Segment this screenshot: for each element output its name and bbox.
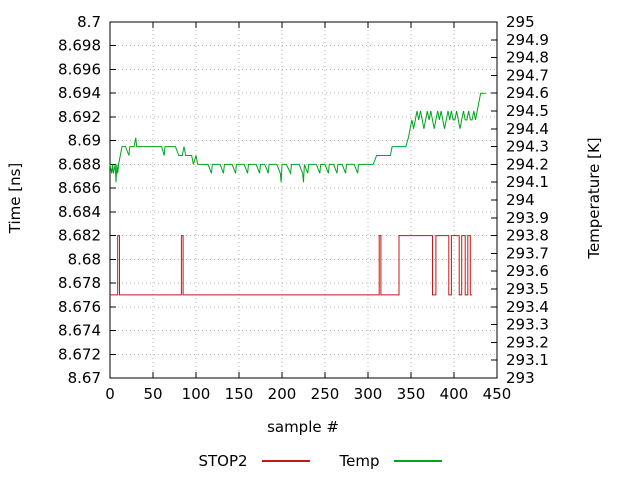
y-axis-label-right: Temperature [K]	[585, 137, 603, 259]
x-tick-label: 350	[397, 385, 426, 403]
y-right-tick-label: 294.4	[506, 120, 549, 138]
y-left-tick-label: 8.682	[58, 227, 101, 245]
y-left-tick-label: 8.678	[58, 274, 101, 292]
legend-label-stop2: STOP2	[198, 452, 248, 470]
y-left-tick-label: 8.672	[58, 345, 101, 363]
x-tick-label: 450	[483, 385, 512, 403]
y-left-tick-label: 8.696	[58, 60, 101, 78]
y-right-tick-label: 294.9	[506, 31, 549, 49]
y-right-tick-label: 293.1	[506, 351, 549, 369]
series-line-stop2	[110, 235, 473, 296]
x-tick-label: 50	[143, 385, 162, 403]
y-left-tick-label: 8.674	[58, 322, 101, 340]
y-right-tick-label: 294.3	[506, 138, 549, 156]
y-left-tick-label: 8.684	[58, 203, 101, 221]
y-right-tick-label: 294.8	[506, 49, 549, 67]
legend-label-temp: Temp	[339, 452, 380, 470]
y-right-tick-label: 294	[506, 191, 535, 209]
y-right-tick-label: 293.7	[506, 244, 549, 262]
y-right-tick-label: 293.6	[506, 262, 549, 280]
y-left-tick-label: 8.67	[68, 369, 101, 387]
y-right-tick-label: 293.9	[506, 209, 549, 227]
y-left-tick-label: 8.676	[58, 298, 101, 316]
y-left-tick-label: 8.698	[58, 37, 101, 55]
y-left-tick-label: 8.686	[58, 179, 101, 197]
y-right-tick-label: 294.7	[506, 66, 549, 84]
y-right-tick-label: 294.2	[506, 155, 549, 173]
y-right-tick-label: 293	[506, 369, 535, 387]
y-right-tick-label: 293.3	[506, 316, 549, 334]
x-tick-label: 0	[105, 385, 115, 403]
y-left-tick-label: 8.68	[68, 250, 101, 268]
series-line-temp	[109, 92, 486, 183]
x-tick-label: 300	[354, 385, 383, 403]
y-right-tick-label: 293.4	[506, 298, 549, 316]
x-axis-label: sample #	[267, 418, 339, 436]
x-tick-label: 150	[225, 385, 254, 403]
y-right-tick-label: 293.8	[506, 227, 549, 245]
x-tick-label: 400	[440, 385, 469, 403]
legend-line-swatch-temp	[393, 460, 442, 462]
y-left-tick-label: 8.694	[58, 84, 101, 102]
legend-item-stop2: STOP2	[198, 452, 310, 470]
x-tick-label: 100	[182, 385, 211, 403]
x-tick-label: 250	[311, 385, 340, 403]
y-left-tick-label: 8.692	[58, 108, 101, 126]
y-left-tick-label: 8.7	[77, 13, 101, 31]
y-right-tick-label: 295	[506, 13, 535, 31]
legend-line-swatch-stop2	[261, 460, 310, 462]
y-right-tick-label: 294.6	[506, 84, 549, 102]
y-right-tick-label: 294.5	[506, 102, 549, 120]
y-right-tick-label: 294.1	[506, 173, 549, 191]
y-left-tick-label: 8.688	[58, 155, 101, 173]
y-left-tick-label: 8.69	[68, 132, 101, 150]
y-right-tick-label: 293.2	[506, 333, 549, 351]
x-tick-label: 200	[268, 385, 297, 403]
y-right-tick-label: 293.5	[506, 280, 549, 298]
legend-item-temp: Temp	[340, 452, 442, 470]
y-axis-label-left: Time [ns]	[6, 162, 24, 234]
legend: STOP2 Temp	[0, 452, 640, 470]
